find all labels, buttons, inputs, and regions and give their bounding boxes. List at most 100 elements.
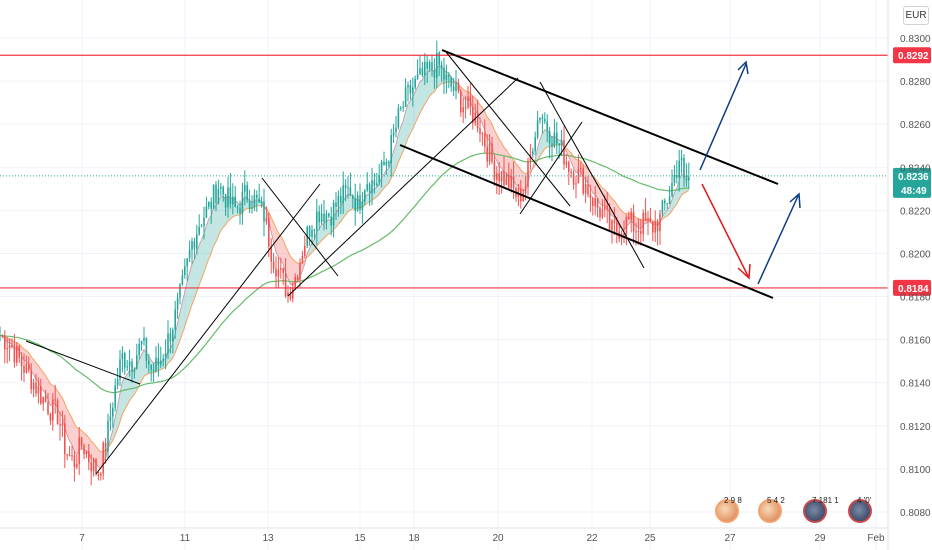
y-tick-label: 0.8120 [900,422,931,433]
projection-arrow-rebound-head [789,192,801,209]
candle-body [558,143,560,146]
candle-body [76,464,78,468]
trendline-cross-d[interactable] [519,121,583,215]
candle-body [287,292,289,297]
horizontal-levels[interactable] [0,54,888,289]
projection-arrow-up[interactable] [699,63,747,171]
candle-body [196,234,198,249]
ribbon-segment [309,243,312,255]
ribbon-segment [412,91,416,129]
y-tick-label: 0.8100 [900,465,931,476]
candle-body [342,185,344,203]
currency-selector[interactable]: EUR [903,6,929,25]
ribbon-segment [381,174,384,192]
projection-arrow-rebound[interactable] [757,195,799,285]
ribbon-segment [489,119,492,147]
trendline-early-resistance[interactable] [25,340,141,385]
trendline-upper-channel[interactable] [441,49,779,185]
candle-body [4,335,6,350]
ribbon-segment [278,232,281,261]
candle-body [181,275,184,285]
candle-body [488,143,491,162]
ribbon-segment [393,144,396,174]
candle-body [671,183,673,197]
ribbon-segment [336,208,339,228]
ribbon-segment [124,374,128,410]
ribbon-segment [163,358,166,369]
ma-fast-line [0,65,689,470]
candle-body [419,68,421,75]
candle-body [198,226,200,235]
ribbon-segment [52,385,56,404]
economic-events[interactable]: 2 9 8 5 4 2 7 181 1 4 '0' [712,496,882,524]
event-badge[interactable]: 7 181 1 [800,496,839,523]
current-price-text: 0.8236 [898,172,929,183]
candle-body [184,266,186,276]
candle-body [380,161,383,176]
candle-body [462,107,464,113]
candle-body [625,216,628,234]
trendline-rally-2[interactable] [287,77,519,297]
trendline-rally-1[interactable] [95,183,321,475]
ribbon-segment [36,362,39,382]
x-axis[interactable]: 7 11 13 15 18 20 22 25 27 29 Feb [0,527,888,544]
ribbon-segment [48,379,51,406]
event-badge[interactable]: 4 '0' [845,496,875,523]
candle-body [44,396,47,403]
ribbon-segment [667,206,670,217]
ribbon-segment [321,223,324,241]
ribbon-segment [674,188,677,207]
candle-body [316,211,318,231]
candle-body [265,217,268,222]
candle-body [532,151,534,155]
price-axis-tags: 0.8292 0.8184 0.8236 48:49 [893,47,931,296]
trendline-cross-c[interactable] [539,81,645,269]
ribbon-segment [141,349,144,381]
candle-body [476,112,479,129]
ribbon-segment [523,172,526,192]
candle-body [640,230,642,234]
event-badge[interactable]: 5 4 2 [755,496,785,523]
candle-body [548,131,551,144]
candle-body [248,200,251,209]
x-tick-label: 18 [408,533,420,544]
trendline-lower-channel[interactable] [399,144,774,299]
candle-body [678,160,680,178]
candle-body [654,221,656,233]
candle-body [414,78,416,88]
event-badge[interactable]: 2 9 8 [712,496,742,523]
candle-body [505,174,508,185]
y-axis[interactable]: 0.8300 0.8280 0.8260 0.8240 0.8220 0.8200 0.81… [887,0,931,550]
candle-body [208,201,210,207]
candle-body [83,445,85,455]
candle-body [683,157,685,179]
candle-body [241,191,244,214]
trendline-cross-a[interactable] [261,177,339,277]
candle-body [448,75,450,77]
candle-body [577,169,580,184]
trend-drawings[interactable] [25,49,801,475]
ribbon-segment [93,443,96,464]
x-tick-label: 7 [79,533,85,544]
candle-body [107,420,109,452]
ribbon-segment [374,187,377,199]
candle-body [210,201,212,209]
ribbon-segment [427,69,430,101]
ribbon-segment [326,219,329,236]
trendline-cross-b[interactable] [445,51,571,207]
x-tick-label: 29 [814,533,826,544]
ribbon-segment [220,196,224,231]
candle-body [599,207,601,218]
ribbon-segment [187,272,190,320]
candle-body [116,379,119,386]
candle-body [385,161,388,166]
candle-body [97,473,100,476]
ribbon-segment [285,246,288,279]
candle-body [632,211,635,232]
candle-body [244,184,246,192]
projection-arrow-down[interactable] [701,183,749,277]
candle-body [224,194,227,208]
candle-body [109,416,112,421]
candle-body [676,175,678,178]
